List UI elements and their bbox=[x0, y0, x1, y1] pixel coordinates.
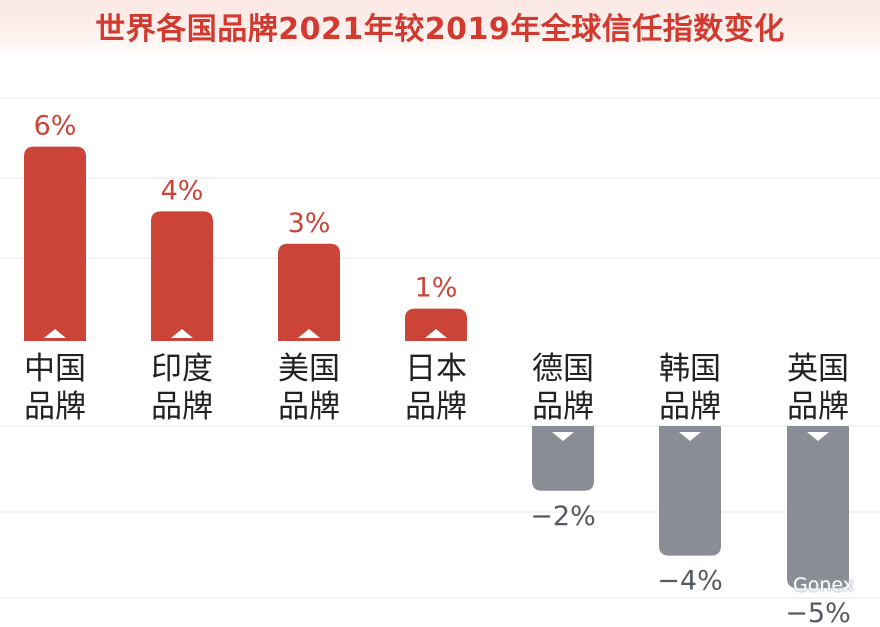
bar bbox=[24, 146, 86, 341]
category-label: 品牌 bbox=[278, 389, 340, 425]
bar-value-label: −4% bbox=[657, 566, 722, 597]
bar bbox=[405, 308, 467, 341]
bar bbox=[787, 426, 849, 588]
bar bbox=[659, 426, 721, 556]
category-label: 品牌 bbox=[405, 389, 467, 425]
up-triangle-icon bbox=[298, 329, 320, 338]
bar-value-label: −5% bbox=[785, 598, 850, 627]
wechat-icon bbox=[761, 575, 787, 595]
bar-value-label: 1% bbox=[415, 273, 458, 304]
up-triangle-icon bbox=[171, 329, 193, 338]
bar bbox=[151, 211, 213, 341]
watermark: Gonex bbox=[761, 574, 854, 596]
category-label: 中国 bbox=[24, 351, 86, 387]
down-triangle-icon bbox=[807, 432, 829, 441]
category-label: 德国 bbox=[532, 351, 594, 387]
category-label: 品牌 bbox=[532, 389, 594, 425]
down-triangle-icon bbox=[552, 432, 574, 441]
category-label: 品牌 bbox=[659, 389, 721, 425]
bar-value-label: 4% bbox=[161, 175, 204, 206]
bar-value-label: 6% bbox=[34, 111, 77, 142]
category-label: 品牌 bbox=[151, 389, 213, 425]
watermark-text: Gonex bbox=[793, 574, 854, 596]
title-bar bbox=[0, 0, 880, 58]
category-label: 品牌 bbox=[24, 389, 86, 425]
category-label: 韩国 bbox=[659, 351, 721, 387]
category-label: 英国 bbox=[787, 351, 849, 387]
bar bbox=[278, 243, 340, 341]
down-triangle-icon bbox=[679, 432, 701, 441]
category-label: 美国 bbox=[278, 351, 340, 387]
bar-value-label: −2% bbox=[530, 501, 595, 532]
bar-value-label: 3% bbox=[288, 208, 331, 239]
up-triangle-icon bbox=[44, 329, 66, 338]
category-label: 日本 bbox=[405, 351, 467, 387]
category-label: 品牌 bbox=[787, 389, 849, 425]
up-triangle-icon bbox=[425, 329, 447, 338]
chart-title: 世界各国品牌2021年较2019年全球信任指数变化 bbox=[95, 12, 785, 47]
category-label: 印度 bbox=[151, 351, 213, 387]
bar bbox=[532, 426, 594, 491]
